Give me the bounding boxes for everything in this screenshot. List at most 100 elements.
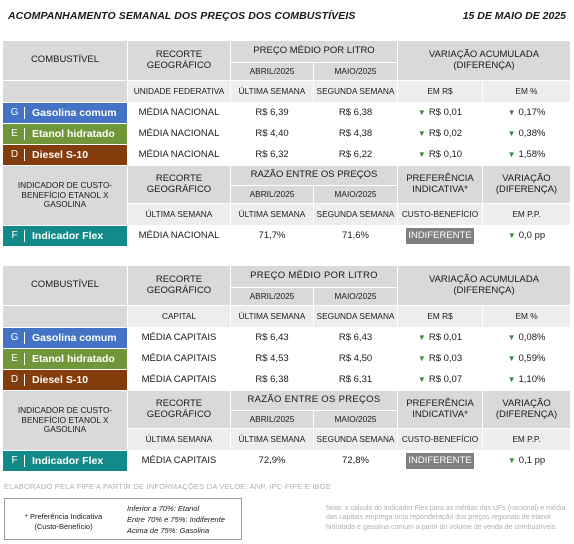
fuel-label-etanol: E Etanol hidratado [2, 348, 128, 370]
cell-var-pct: ▼ 1,58% [482, 144, 571, 166]
table-row-etanol: E Etanol hidratado MÉDIA NACIONAL R$ 4,40… [2, 123, 571, 145]
header-em-pp: EM P.P. [482, 428, 572, 451]
header-abril: ABRIL/2025 [230, 62, 314, 81]
fuel-label-gasolina: G Gasolina comum [2, 102, 128, 124]
table-row-flex: F Indicador Flex MÉDIA CAPITAIS 72,9% 72,… [2, 450, 572, 472]
cell-variacao-pp: ▼ 0,0 pp [482, 225, 571, 247]
header-abril: ABRIL/2025 [230, 287, 314, 306]
cell-variacao-pp: ▼ 0,1 pp [482, 450, 572, 472]
arrow-down-icon: ▼ [507, 455, 516, 465]
cell-preferencia: INDIFERENTE [397, 225, 483, 247]
cell-segunda-semana: 72,8% [312, 450, 399, 472]
cell-ultima-semana: R$ 4,40 [230, 123, 314, 145]
fuel-price-table-capitais: COMBUSTÍVEL RECORTE GEOGRÁFICO PREÇO MÉD… [2, 265, 572, 472]
cell-ultima-semana: R$ 6,43 [230, 327, 314, 349]
cell-segunda-semana: R$ 6,22 [313, 144, 398, 166]
header-combustivel: COMBUSTÍVEL [2, 265, 128, 306]
cell-recorte: MÉDIA NACIONAL [127, 144, 231, 166]
header-variacao-diferenca: VARIAÇÃO (DIFERENÇA) [482, 390, 572, 429]
header-combustivel-blank [2, 305, 128, 328]
header-preco-medio: PREÇO MÉDIO POR LITRO [230, 40, 398, 63]
arrow-down-icon: ▼ [507, 353, 516, 363]
header-ultima-semana: ÚLTIMA SEMANA [127, 203, 231, 226]
cell-var-pct: ▼ 0,08% [482, 327, 572, 349]
header-ultima-semana: ÚLTIMA SEMANA [230, 428, 314, 451]
header-segunda-semana: SEGUNDA SEMANA [313, 80, 398, 103]
header-ultima-semana: ÚLTIMA SEMANA [230, 80, 314, 103]
cell-segunda-semana: R$ 4,38 [313, 123, 398, 145]
cell-segunda-semana: R$ 6,38 [313, 102, 398, 124]
preference-badge: INDIFERENTE [405, 452, 475, 470]
header-custo-beneficio: CUSTO-BENEFÍCIO [397, 428, 484, 451]
fuel-letter-d: D [5, 373, 25, 387]
header-maio: MAIO/2025 [313, 185, 398, 204]
table-row-diesel: D Diesel S-10 MÉDIA CAPITAIS R$ 6,38 R$ 6… [2, 369, 572, 391]
header-em-pct: EM % [482, 80, 571, 103]
header-combustivel: COMBUSTÍVEL [2, 40, 128, 81]
header-razao-precos: RAZÃO ENTRE OS PREÇOS [229, 390, 399, 411]
arrow-down-icon: ▼ [417, 128, 426, 138]
cell-var-rs: ▼ R$ 0,02 [397, 123, 483, 145]
header-abril: ABRIL/2025 [230, 410, 314, 429]
header-unidade-federativa: UNIDADE FEDERATIVA [127, 80, 231, 103]
legend-title: * Preferência Indicativa (Custo-Benefíci… [25, 512, 103, 531]
fuel-letter-g: G [5, 106, 25, 120]
header-recorte-geografico: RECORTE GEOGRÁFICO [127, 40, 231, 81]
header-em-pp: EM P.P. [482, 203, 571, 226]
arrow-down-icon: ▼ [417, 107, 426, 117]
cell-ultima-semana: R$ 6,32 [230, 144, 314, 166]
legend-line-indiferente: Entre 70% e 75%: Indiferente [127, 514, 225, 524]
fuel-name: Indicador Flex [32, 229, 104, 242]
cell-ultima-semana: R$ 6,38 [230, 369, 314, 391]
header-preferencia-indicativa: PREFERÊNCIA INDICATIVA* [397, 165, 483, 204]
header-razao-precos: RAZÃO ENTRE OS PREÇOS [230, 165, 398, 186]
cell-var-rs: ▼ R$ 0,10 [397, 144, 483, 166]
cell-var-rs: ▼ R$ 0,01 [397, 327, 484, 349]
arrow-down-icon: ▼ [507, 230, 516, 240]
table-row-gasolina: G Gasolina comum MÉDIA CAPITAIS R$ 6,43 R… [2, 327, 572, 349]
header-variacao-diferenca: VARIAÇÃO (DIFERENÇA) [482, 165, 571, 204]
cell-var-pct: ▼ 0,59% [482, 348, 572, 370]
page-header: ACOMPANHAMENTO SEMANAL DOS PREÇOS DOS CO… [8, 10, 566, 26]
fuel-letter-f: F [5, 454, 25, 468]
cell-ultima-semana: R$ 6,39 [230, 102, 314, 124]
header-preferencia-indicativa: PREFERÊNCIA INDICATIVA* [397, 390, 484, 429]
arrow-down-icon: ▼ [507, 149, 516, 159]
header-ultima-semana: ÚLTIMA SEMANA [127, 428, 231, 451]
cell-recorte: MÉDIA CAPITAIS [127, 369, 231, 391]
header-maio: MAIO/2025 [312, 410, 399, 429]
arrow-down-icon: ▼ [417, 353, 426, 363]
cell-recorte: MÉDIA CAPITAIS [127, 348, 231, 370]
fuel-name: Etanol hidratado [32, 352, 115, 365]
source-note: ELABORADO PELA FIPE A PARTIR DE INFORMAÇ… [4, 482, 331, 491]
fuel-letter-f: F [5, 229, 25, 243]
header-variacao-acumulada: VARIAÇÃO ACUMULADA (DIFERENÇA) [397, 40, 571, 81]
table-row-etanol: E Etanol hidratado MÉDIA CAPITAIS R$ 4,53… [2, 348, 572, 370]
cell-recorte: MÉDIA CAPITAIS [127, 327, 231, 349]
fuel-name: Indicador Flex [32, 454, 104, 467]
header-recorte-geografico: RECORTE GEOGRÁFICO [127, 165, 231, 204]
arrow-down-icon: ▼ [507, 128, 516, 138]
cell-recorte: MÉDIA NACIONAL [127, 102, 231, 124]
header-segunda-semana: SEGUNDA SEMANA [313, 203, 398, 226]
cell-preferencia: INDIFERENTE [397, 450, 484, 472]
header-capital: CAPITAL [127, 305, 231, 328]
arrow-down-icon: ▼ [507, 332, 516, 342]
report-date: 15 DE MAIO DE 2025 [462, 10, 566, 22]
header-recorte-geografico: RECORTE GEOGRÁFICO [127, 390, 231, 429]
cell-var-rs: ▼ R$ 0,07 [397, 369, 484, 391]
header-recorte-geografico: RECORTE GEOGRÁFICO [127, 265, 231, 306]
fuel-letter-e: E [5, 127, 25, 141]
header-variacao-acumulada: VARIAÇÃO ACUMULADA (DIFERENÇA) [397, 265, 572, 306]
fuel-name: Etanol hidratado [32, 127, 115, 140]
fuel-name: Diesel S-10 [32, 373, 89, 386]
header-em-rs: EM R$ [397, 305, 484, 328]
cell-var-pct: ▼ 1,10% [482, 369, 572, 391]
fuel-label-flex: F Indicador Flex [2, 450, 128, 472]
preference-badge: INDIFERENTE [405, 227, 475, 245]
cell-segunda-semana: R$ 6,43 [312, 327, 399, 349]
legend-line-etanol: Inferior a 70%: Etanol [127, 504, 200, 513]
preference-legend: * Preferência Indicativa (Custo-Benefíci… [4, 498, 242, 540]
legend-thresholds: Inferior a 70%: Etanol Entre 70% e 75%: … [127, 504, 225, 537]
header-em-pct: EM % [482, 305, 572, 328]
